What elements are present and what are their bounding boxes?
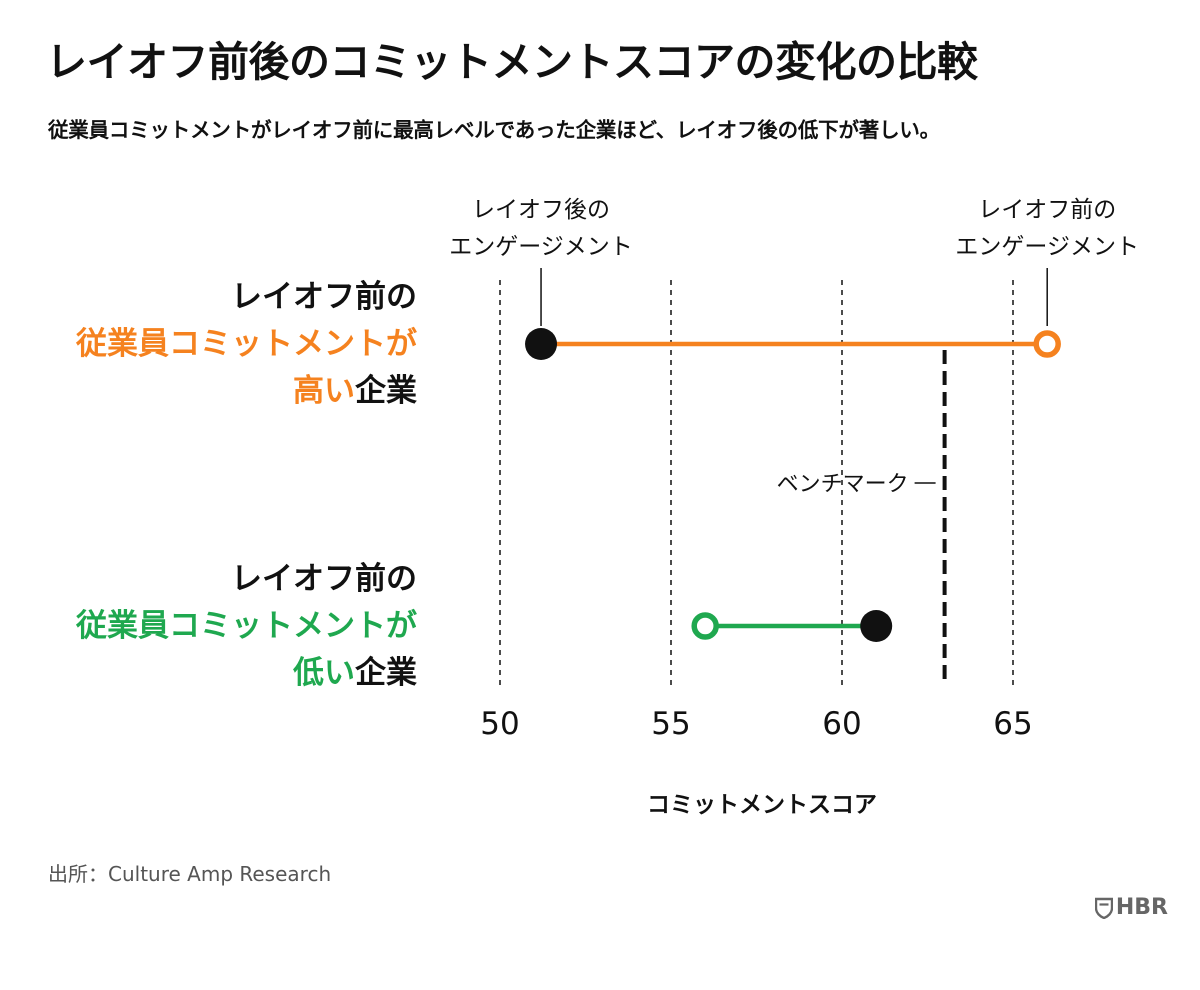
- legend-before-line1: レイオフ前の: [978, 197, 1116, 223]
- point-before-low: [691, 612, 719, 640]
- point-after-high: [525, 328, 558, 360]
- x-tick-label: 65: [993, 706, 1032, 742]
- row-label-high-rest: 企業: [355, 373, 417, 409]
- hbr-logo: HBR: [1094, 893, 1168, 923]
- hbr-shield-icon: [1094, 897, 1113, 919]
- point-before-high: [1033, 330, 1061, 358]
- row-label-high-line2: 従業員コミットメントが: [75, 326, 417, 362]
- row-label-low-line1: レイオフ前の: [231, 561, 417, 597]
- row-label-low-line2: 従業員コミットメントが: [75, 608, 417, 644]
- x-tick-label: 55: [651, 706, 690, 742]
- row-label-high-line3: 高い企業: [293, 373, 417, 409]
- x-tick-label: 60: [822, 706, 861, 742]
- source-note: 出所：Culture Amp Research: [48, 862, 332, 886]
- legend-after-line2: エンゲージメント: [449, 234, 633, 260]
- row-label-low-rest: 企業: [355, 655, 417, 691]
- row-label-low-line3: 低い企業: [292, 655, 417, 691]
- row-label-high-highlight: 高い: [293, 373, 355, 409]
- legend-before-line2: エンゲージメント: [955, 234, 1139, 260]
- benchmark-label: ベンチマーク: [777, 472, 909, 497]
- row-label-low-highlight: 低い: [292, 655, 355, 691]
- page-subtitle: 従業員コミットメントがレイオフ前に最高レベルであった企業ほど、レイオフ後の低下が…: [48, 118, 940, 142]
- page-title: レイオフ前後のコミットメントスコアの変化の比較: [46, 38, 978, 86]
- legend-after-line1: レイオフ後の: [472, 197, 610, 223]
- row-label-high-line1: レイオフ前の: [231, 279, 417, 315]
- x-tick-label: 50: [480, 706, 519, 742]
- point-after-low: [860, 610, 893, 642]
- x-axis-label: コミットメントスコア: [647, 792, 877, 818]
- hbr-logo-text: HBR: [1115, 895, 1168, 920]
